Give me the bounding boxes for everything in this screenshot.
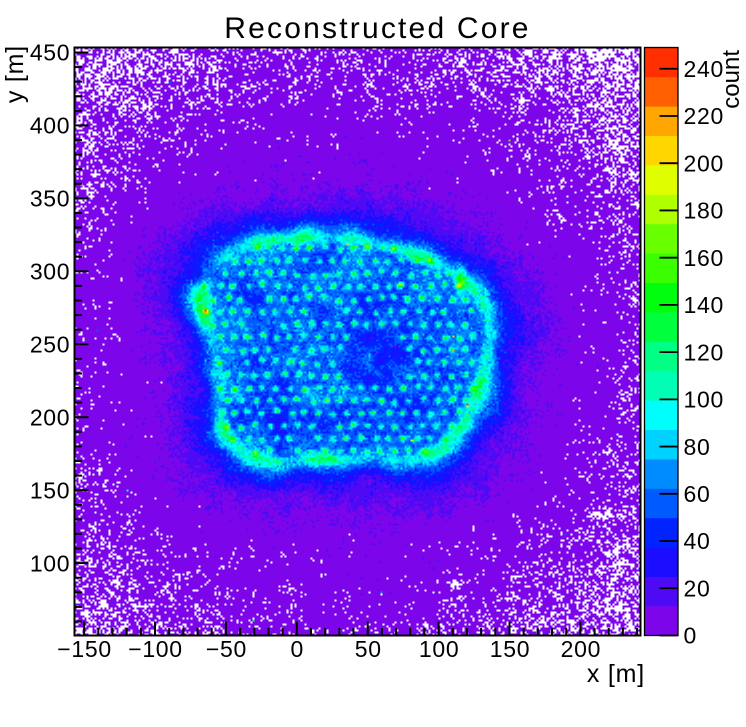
- svg-text:x [m]: x [m]: [587, 660, 645, 688]
- svg-text:200: 200: [684, 150, 724, 176]
- svg-text:150: 150: [30, 477, 70, 503]
- svg-text:180: 180: [684, 198, 724, 224]
- svg-text:150: 150: [490, 636, 530, 662]
- svg-text:−50: −50: [206, 636, 247, 662]
- svg-text:−100: −100: [128, 636, 183, 662]
- svg-text:300: 300: [30, 259, 70, 285]
- svg-text:120: 120: [684, 339, 724, 365]
- svg-text:−150: −150: [57, 636, 112, 662]
- svg-text:count: count: [718, 50, 745, 109]
- svg-text:350: 350: [30, 186, 70, 212]
- svg-text:200: 200: [30, 404, 70, 430]
- svg-text:220: 220: [684, 103, 724, 129]
- svg-text:60: 60: [684, 481, 711, 507]
- svg-text:100: 100: [419, 636, 459, 662]
- svg-text:400: 400: [30, 113, 70, 139]
- svg-text:160: 160: [684, 245, 724, 271]
- svg-text:100: 100: [684, 387, 724, 413]
- svg-text:20: 20: [684, 576, 711, 602]
- svg-text:200: 200: [561, 636, 601, 662]
- svg-text:0: 0: [684, 623, 698, 649]
- svg-text:40: 40: [684, 528, 711, 554]
- svg-text:100: 100: [30, 550, 70, 576]
- svg-text:250: 250: [30, 332, 70, 358]
- svg-text:240: 240: [684, 56, 724, 82]
- svg-text:Reconstructed Core: Reconstructed Core: [224, 12, 530, 45]
- svg-text:0: 0: [291, 636, 305, 662]
- svg-text:140: 140: [684, 292, 724, 318]
- svg-text:450: 450: [30, 40, 70, 66]
- svg-text:y [m]: y [m]: [1, 45, 29, 103]
- svg-text:80: 80: [684, 434, 711, 460]
- svg-text:50: 50: [355, 636, 382, 662]
